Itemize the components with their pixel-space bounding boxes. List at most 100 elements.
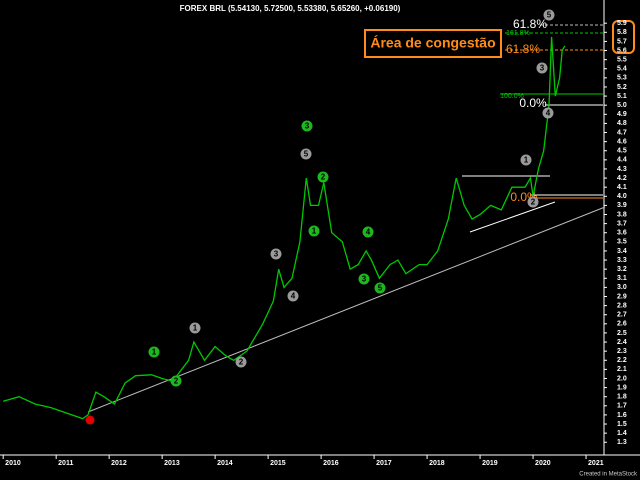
y-tick-label: 3.2 (617, 266, 627, 273)
y-tick-label: 2.8 (617, 302, 627, 309)
y-tick-label: 1.8 (617, 394, 627, 401)
y-tick-label: 1.7 (617, 403, 627, 410)
wave-label: 1 (524, 156, 529, 165)
wave-marker (520, 154, 532, 166)
y-tick-label: 1.3 (617, 439, 627, 446)
annotation-box (364, 29, 502, 58)
wave-marker (543, 9, 555, 21)
y-tick-label: 2.0 (617, 375, 627, 382)
y-tick-label: 5.0 (617, 102, 627, 109)
wave-marker (270, 248, 282, 260)
credit: Created in MetaStock (579, 472, 638, 478)
y-tick-label: 5.5 (617, 56, 627, 63)
wave-label: 3 (540, 64, 545, 73)
price-line (3, 36, 566, 420)
x-tick-label: 2017 (376, 460, 392, 467)
x-tick-label: 2016 (323, 460, 339, 467)
wave-marker (287, 290, 299, 302)
wave-marker (85, 415, 95, 425)
y-tick-label: 4.0 (617, 193, 627, 200)
y-tick-label: 3.8 (617, 211, 627, 218)
wave-label: 2 (239, 358, 244, 367)
y-tick-label: 5.7 (617, 38, 627, 45)
chart-title: FOREX BRL (5.54130, 5.72500, 5.53380, 5.… (180, 4, 401, 13)
y-tick-label: 3.6 (617, 230, 627, 237)
y-tick-label: 2.9 (617, 293, 627, 300)
wave-marker (358, 273, 370, 285)
y-tick-label: 3.3 (617, 257, 627, 264)
y-tick-label: 5.2 (617, 84, 627, 91)
wave-marker (189, 322, 201, 334)
x-tick-label: 2019 (482, 460, 498, 467)
y-tick-label: 3.9 (617, 202, 627, 209)
axis-highlight (612, 20, 635, 54)
fib-label: 61.8% (506, 42, 540, 56)
y-tick-label: 4.9 (617, 111, 627, 118)
y-tick-label: 3.0 (617, 284, 627, 291)
annotation: Área de congestão (370, 35, 495, 51)
x-tick-label: 2010 (5, 460, 21, 467)
x-tick-label: 2020 (535, 460, 551, 467)
x-tick-label: 2018 (429, 460, 445, 467)
wave-label: 2 (174, 377, 179, 386)
y-tick-label: 4.6 (617, 138, 627, 145)
y-tick-label: 3.4 (617, 248, 627, 255)
y-tick-label: 1.5 (617, 421, 627, 428)
wave-label: 1 (193, 324, 198, 333)
x-tick-label: 2015 (270, 460, 286, 467)
x-tick-label: 2021 (588, 460, 604, 467)
wave-label: 1 (312, 227, 317, 236)
wave-marker (308, 225, 320, 237)
y-tick-label: 4.1 (617, 184, 627, 191)
y-tick-label: 4.2 (617, 175, 627, 182)
wave-marker (542, 107, 554, 119)
y-tick-label: 2.5 (617, 330, 627, 337)
wave-marker (170, 375, 182, 387)
x-tick-label: 2013 (164, 460, 180, 467)
y-tick-label: 4.4 (617, 157, 627, 164)
wave-label: 4 (366, 228, 371, 237)
y-tick-label: 1.9 (617, 384, 627, 391)
wave-marker (317, 171, 329, 183)
y-tick-label: 3.5 (617, 239, 627, 246)
wave-marker (536, 62, 548, 74)
y-tick-label: 2.4 (617, 339, 627, 346)
wave-marker (362, 226, 374, 238)
wave-label: 5 (547, 11, 552, 20)
y-tick-label: 2.1 (617, 366, 627, 373)
y-tick-label: 5.6 (617, 47, 627, 54)
y-tick-label: 4.3 (617, 166, 627, 173)
wave-label: 5 (378, 284, 383, 293)
y-tick-label: 5.9 (617, 20, 627, 27)
y-tick-label: 1.4 (617, 430, 627, 437)
fib-label: 100.0% (500, 93, 524, 100)
y-tick-label: 5.4 (617, 66, 627, 73)
wave-label: 1 (152, 348, 157, 357)
wave-label: 3 (305, 122, 310, 131)
wave-marker (527, 196, 539, 208)
wave-label: 5 (304, 150, 309, 159)
wave-label: 3 (274, 250, 279, 259)
x-tick-label: 2012 (111, 460, 127, 467)
y-tick-label: 4.7 (617, 129, 627, 136)
wave-marker (301, 120, 313, 132)
y-tick-label: 5.1 (617, 93, 627, 100)
y-tick-label: 2.7 (617, 312, 627, 319)
wave-marker (374, 282, 386, 294)
fib-label: 0.0% (519, 96, 547, 110)
wave-label: 3 (362, 275, 367, 284)
wave-label: 4 (546, 109, 551, 118)
y-tick-label: 3.7 (617, 220, 627, 227)
wave-marker (300, 148, 312, 160)
wave-marker (148, 346, 160, 358)
y-tick-label: 2.6 (617, 321, 627, 328)
wave-label: 2 (531, 198, 536, 207)
wave-label: 2 (321, 173, 326, 182)
y-tick-label: 5.3 (617, 75, 627, 82)
y-tick-label: 4.5 (617, 148, 627, 155)
y-tick-label: 5.8 (617, 29, 627, 36)
y-tick-label: 2.2 (617, 357, 627, 364)
wave-label: 4 (291, 292, 296, 301)
